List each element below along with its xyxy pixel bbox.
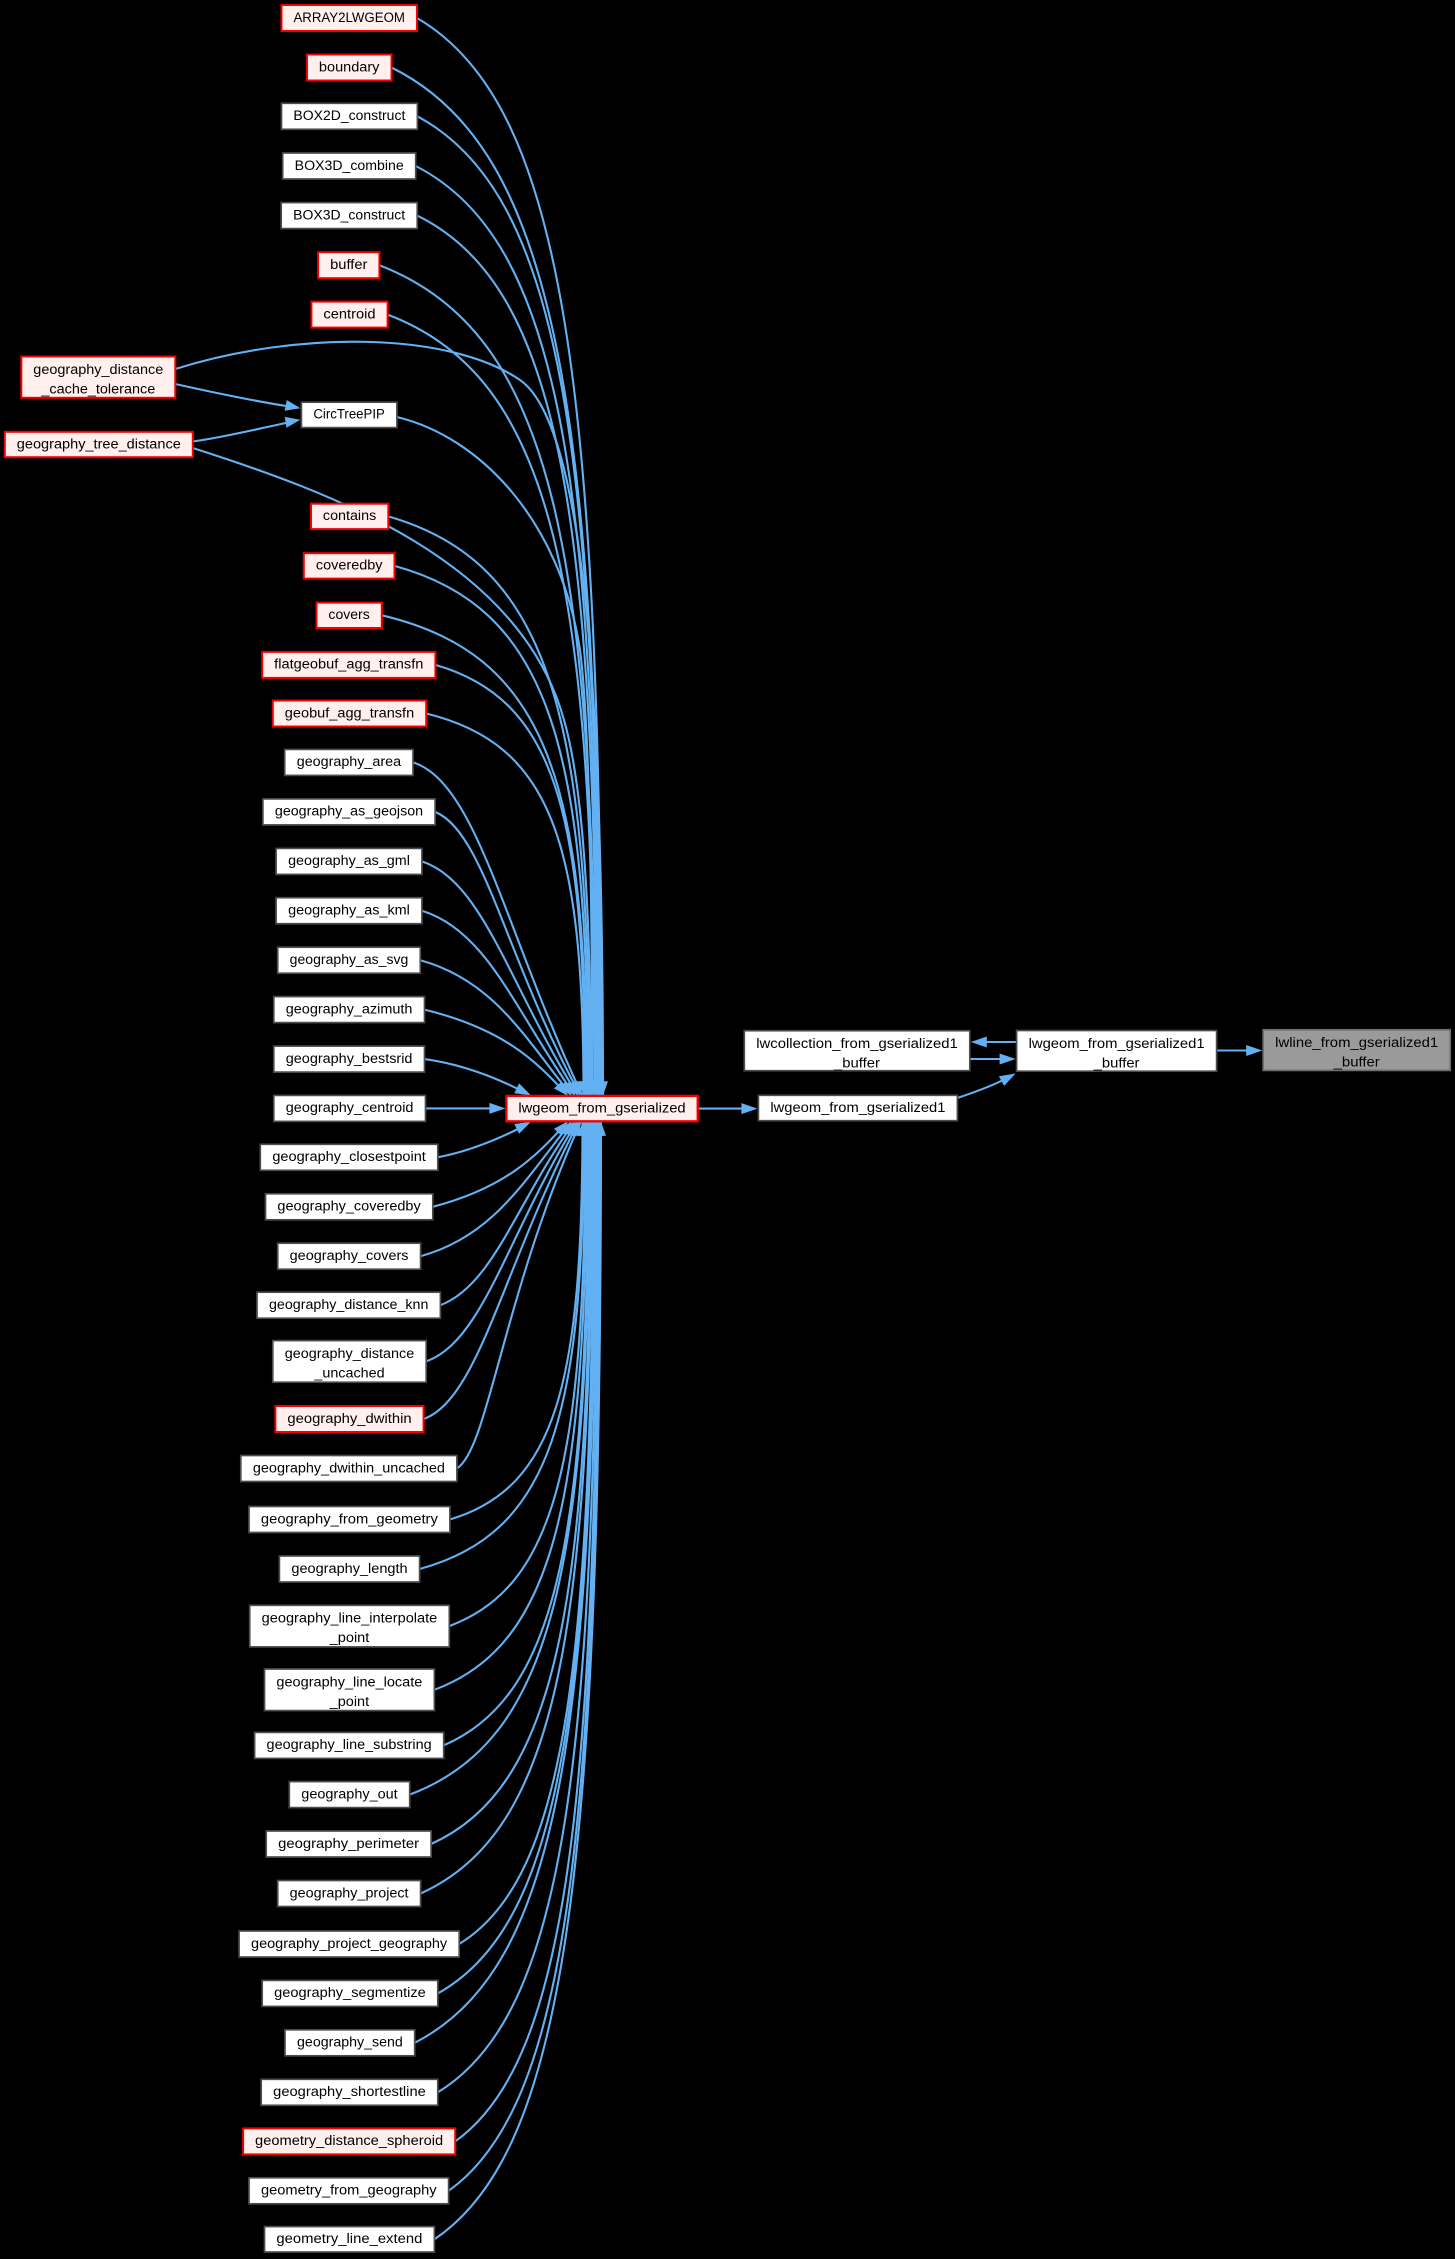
svg-text:BOX3D_construct: BOX3D_construct (293, 207, 405, 222)
svg-text:contains: contains (323, 508, 377, 523)
svg-text:geography_line_interpolate: geography_line_interpolate (262, 1611, 438, 1626)
svg-text:geometry_line_extend: geometry_line_extend (276, 2231, 422, 2246)
svg-text:flatgeobuf_agg_transfn: flatgeobuf_agg_transfn (274, 657, 423, 672)
svg-text:geography_perimeter: geography_perimeter (278, 1836, 419, 1851)
svg-text:geography_line_substring: geography_line_substring (267, 1737, 432, 1752)
svg-text:BOX2D_construct: BOX2D_construct (293, 108, 405, 123)
svg-text:covers: covers (328, 607, 370, 622)
svg-text:geography_dwithin_uncached: geography_dwithin_uncached (253, 1460, 445, 1475)
svg-text:geography_as_gml: geography_as_gml (288, 853, 410, 868)
svg-text:_point: _point (329, 1694, 370, 1709)
svg-text:geography_azimuth: geography_azimuth (286, 1001, 413, 1016)
svg-text:geography_distance_knn: geography_distance_knn (269, 1297, 428, 1312)
svg-text:geography_centroid: geography_centroid (286, 1100, 414, 1115)
svg-text:_buffer: _buffer (833, 1056, 881, 1071)
svg-text:geography_as_geojson: geography_as_geojson (275, 804, 423, 819)
svg-text:geography_send: geography_send (297, 2035, 403, 2050)
svg-text:_buffer: _buffer (1333, 1055, 1381, 1070)
svg-text:geography_distance: geography_distance (285, 1346, 414, 1361)
svg-text:lwline_from_gserialized1: lwline_from_gserialized1 (1275, 1035, 1438, 1050)
svg-text:geometry_distance_spheroid: geometry_distance_spheroid (255, 2133, 443, 2148)
svg-text:geobuf_agg_transfn: geobuf_agg_transfn (285, 705, 414, 720)
svg-text:lwgeom_from_gserialized: lwgeom_from_gserialized (518, 1100, 685, 1115)
svg-text:geography_distance: geography_distance (33, 362, 163, 377)
svg-text:geography_length: geography_length (291, 1561, 407, 1576)
svg-text:geography_out: geography_out (301, 1786, 398, 1801)
svg-text:geography_dwithin: geography_dwithin (287, 1411, 411, 1426)
svg-text:coveredby: coveredby (316, 558, 383, 573)
svg-text:lwgeom_from_gserialized1: lwgeom_from_gserialized1 (1029, 1036, 1205, 1051)
svg-text:buffer: buffer (330, 257, 368, 272)
svg-text:geography_line_locate: geography_line_locate (276, 1674, 422, 1689)
svg-text:CircTreePIP: CircTreePIP (313, 407, 385, 422)
svg-text:geography_segmentize: geography_segmentize (274, 1985, 426, 2000)
svg-text:geography_area: geography_area (297, 754, 402, 769)
svg-text:lwcollection_from_gserialized1: lwcollection_from_gserialized1 (756, 1036, 958, 1051)
svg-text:geography_covers: geography_covers (290, 1248, 409, 1263)
svg-text:geography_project_geography: geography_project_geography (251, 1936, 447, 1951)
svg-text:geography_tree_distance: geography_tree_distance (17, 436, 181, 451)
svg-text:geography_project: geography_project (290, 1885, 409, 1900)
svg-text:geography_shortestline: geography_shortestline (273, 2084, 426, 2099)
svg-text:_point: _point (329, 1630, 370, 1645)
svg-text:geography_bestsrid: geography_bestsrid (286, 1051, 413, 1066)
svg-text:centroid: centroid (323, 306, 375, 321)
svg-text:geography_as_kml: geography_as_kml (288, 903, 410, 918)
svg-text:geography_closestpoint: geography_closestpoint (272, 1149, 426, 1164)
svg-text:geography_as_svg: geography_as_svg (290, 952, 409, 967)
svg-text:geography_from_geometry: geography_from_geometry (261, 1511, 438, 1526)
svg-text:geometry_from_geography: geometry_from_geography (261, 2183, 437, 2198)
svg-text:_cache_tolerance: _cache_tolerance (40, 381, 155, 396)
svg-text:_buffer: _buffer (1093, 1055, 1140, 1070)
svg-text:_uncached: _uncached (313, 1366, 384, 1381)
svg-text:lwgeom_from_gserialized1: lwgeom_from_gserialized1 (770, 1100, 945, 1115)
svg-text:ARRAY2LWGEOM: ARRAY2LWGEOM (293, 10, 405, 25)
svg-text:boundary: boundary (319, 59, 380, 74)
svg-text:geography_coveredby: geography_coveredby (277, 1199, 421, 1214)
svg-text:BOX3D_combine: BOX3D_combine (295, 158, 404, 173)
